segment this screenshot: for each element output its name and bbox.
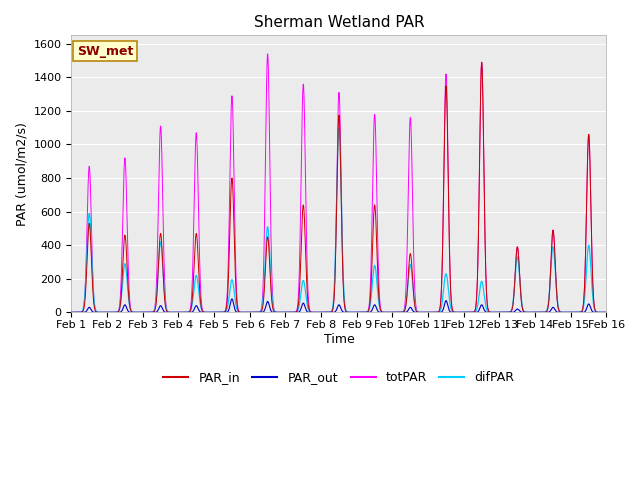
Legend: PAR_in, PAR_out, totPAR, difPAR: PAR_in, PAR_out, totPAR, difPAR [158, 366, 520, 389]
Title: Sherman Wetland PAR: Sherman Wetland PAR [253, 15, 424, 30]
Text: SW_met: SW_met [77, 45, 133, 58]
X-axis label: Time: Time [324, 333, 355, 346]
Y-axis label: PAR (umol/m2/s): PAR (umol/m2/s) [15, 122, 28, 226]
